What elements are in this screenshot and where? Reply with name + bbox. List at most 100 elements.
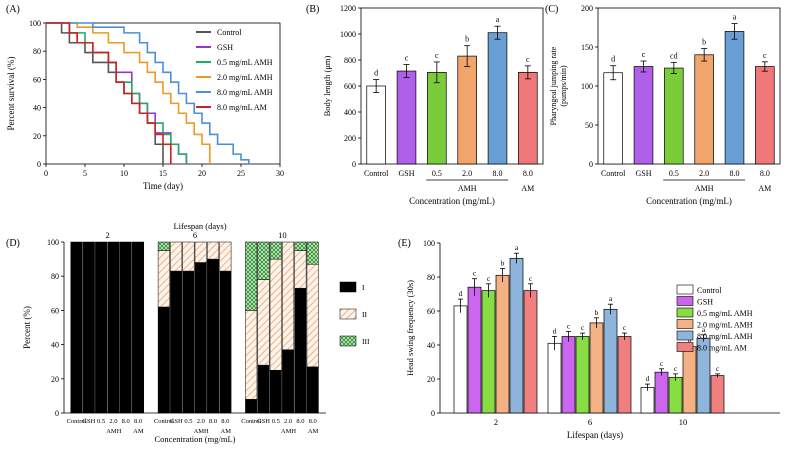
head-swing-letter-0-3: b — [501, 259, 505, 268]
body-length-y-tick-label: 600 — [344, 82, 356, 91]
survival-x-tick-label: 10 — [120, 169, 128, 178]
head-swing-letter-0-4: a — [515, 243, 519, 252]
stacked-x-tick-label-0-3: 2.0 — [109, 418, 117, 425]
head-swing-letter-1-2: c — [581, 323, 585, 332]
stacked-segment-I-2-1 — [257, 364, 270, 414]
stacked-segment-I-2-2 — [269, 370, 282, 414]
head-swing-bar-0-1 — [467, 286, 482, 414]
stacked-group-label-amh-1: AMH — [194, 428, 209, 435]
head-swing-legend-swatch-4 — [676, 330, 694, 341]
head-swing-y-tick-label: 40 — [427, 341, 435, 350]
body-length-y-tick-label: 200 — [344, 134, 356, 143]
survival-y-tick-label: 100 — [29, 19, 41, 28]
body-length-y-tick-label: 0 — [352, 160, 356, 169]
pharyngeal-x-tick-label-3: 2.0 — [699, 169, 709, 178]
head-swing-bar-2-5 — [710, 375, 725, 414]
survival-x-tick-label: 0 — [44, 169, 48, 178]
survival-legend-label-5: 8.0 mg/mL AM — [217, 103, 267, 112]
body-length-x-tick-label-3: 2.0 — [462, 169, 472, 178]
stacked-group-label-am-1: AM — [221, 428, 232, 435]
head-swing-letter-1-4: a — [609, 294, 613, 303]
head-swing-bar-0-4 — [509, 257, 524, 414]
head-swing-y-tick-label: 60 — [427, 307, 435, 316]
survival-y-tick-label: 0 — [37, 160, 41, 169]
stacked-x-tick-label-0-1: GSH — [82, 418, 95, 425]
stacked-group-label-am-0: AM — [133, 428, 144, 435]
body-length-x-tick-label-2: 0.5 — [432, 169, 442, 178]
stacked-segment-II-2-1 — [257, 279, 270, 366]
head-swing-legend-label-5: 8.0 mg/mL AM — [697, 344, 747, 353]
survival-x-tick-label: 25 — [237, 169, 245, 178]
panel-label-d: (D) — [6, 238, 20, 249]
stacked-x-tick-label-2-3: 2.0 — [284, 418, 292, 425]
head-swing-y-tick-label: 80 — [427, 273, 435, 282]
stacked-legend-label-0: I — [362, 283, 365, 292]
stacked-group-label-amh-0: AMH — [106, 428, 121, 435]
head-swing-legend-label-4: 8.0 mg/mL AMH — [697, 332, 753, 341]
stacked-x-tick-label-0-0: Control — [67, 418, 87, 425]
head-swing-letter-2-2: c — [674, 364, 678, 373]
stacked-segment-II-1-2 — [182, 241, 195, 272]
head-swing-x-tick-label-0: 2 — [494, 417, 498, 427]
stacked-y-axis-label: Percent (%) — [22, 306, 32, 349]
survival-x-tick-label: 15 — [159, 169, 167, 178]
head-swing-x-tick-label-2: 10 — [679, 417, 688, 427]
stacked-segment-II-2-4 — [294, 250, 307, 289]
head-swing-legend-label-3: 2.0 mg/mL AMH — [697, 321, 753, 330]
stacked-y-tick-label: 20 — [51, 375, 59, 384]
stacked-segment-II-2-3 — [282, 241, 295, 350]
stacked-x-tick-label-2-5: 8.0 — [309, 418, 317, 425]
stacked-segment-I-0-2 — [95, 241, 108, 414]
pharyngeal-y-tick-label: 200 — [581, 4, 593, 13]
body-length-y-tick-label: 800 — [344, 56, 356, 65]
stacked-legend-swatch-0 — [339, 281, 357, 293]
pharyngeal-x-tick-label-0: Control — [601, 169, 626, 178]
body-length-plot-frame — [360, 7, 544, 165]
survival-x-axis-label: Time (day) — [143, 181, 183, 191]
head-swing-legend-label-0: Control — [697, 286, 722, 295]
survival-y-tick-label: 80 — [33, 47, 41, 56]
survival-legend-label-4: 8.0 mg/mL AMH — [217, 88, 273, 97]
head-swing-legend-swatch-1 — [676, 296, 694, 306]
stacked-y-tick-label: 60 — [51, 306, 59, 315]
body-length-y-tick-label: 1000 — [340, 30, 356, 39]
pharyngeal-significance-letter-3: b — [702, 38, 706, 47]
stacked-legend-swatch-2 — [339, 335, 357, 347]
stacked-segment-I-1-1 — [170, 270, 183, 414]
stacked-segment-I-0-4 — [119, 241, 132, 414]
head-swing-bar-2-1 — [654, 371, 669, 414]
pharyngeal-y-axis-unit: (pumps/min) — [559, 65, 568, 107]
head-swing-letter-2-1: c — [660, 359, 664, 368]
head-swing-letter-2-0: d — [646, 374, 650, 383]
survival-x-tick-label: 5 — [83, 169, 87, 178]
head-swing-bar-1-5 — [617, 336, 632, 414]
head-swing-y-axis-label: Head swing frequency (30s) — [405, 280, 415, 376]
panel-label-body-length: (B) — [306, 4, 319, 15]
pharyngeal-x-tick-label-5: 8.0 — [760, 169, 770, 178]
pharyngeal-significance-letter-5: c — [763, 51, 767, 60]
head-swing-y-tick-label: 0 — [431, 409, 435, 418]
head-swing-letter-1-5: c — [623, 323, 627, 332]
stacked-segment-III-1-0 — [157, 241, 170, 251]
pharyngeal-x-tick-label-4: 8.0 — [730, 169, 740, 178]
pharyngeal-bar-2 — [664, 67, 684, 165]
head-swing-bar-2-2 — [668, 376, 683, 414]
head-swing-letter-1-0: d — [553, 327, 557, 336]
stacked-segment-I-1-0 — [157, 306, 170, 414]
stacked-x-tick-label-1-1: GSH — [170, 418, 183, 425]
head-swing-bar-1-1 — [561, 336, 576, 414]
stacked-x-tick-label-2-0: Control — [241, 418, 261, 425]
panel-label-pharyngeal: (C) — [545, 4, 558, 15]
body-length-bar-0 — [366, 85, 386, 165]
body-length-y-tick-label: 1200 — [340, 4, 356, 13]
survival-line-5 — [46, 22, 172, 164]
stacked-segment-III-2-4 — [294, 241, 307, 251]
body-length-significance-letter-0: d — [374, 69, 378, 78]
stacked-group-label-amh-2: AMH — [281, 428, 296, 435]
survival-legend-label-2: 0.5 mg/mL AMH — [217, 58, 273, 67]
head-swing-x-tick-label-1: 6 — [588, 417, 592, 427]
stacked-segment-II-2-2 — [269, 258, 282, 371]
body-length-x-tick-label-1: GSH — [398, 169, 414, 178]
body-length-bar-2 — [427, 71, 447, 165]
pharyngeal-significance-letter-4: a — [733, 13, 737, 22]
